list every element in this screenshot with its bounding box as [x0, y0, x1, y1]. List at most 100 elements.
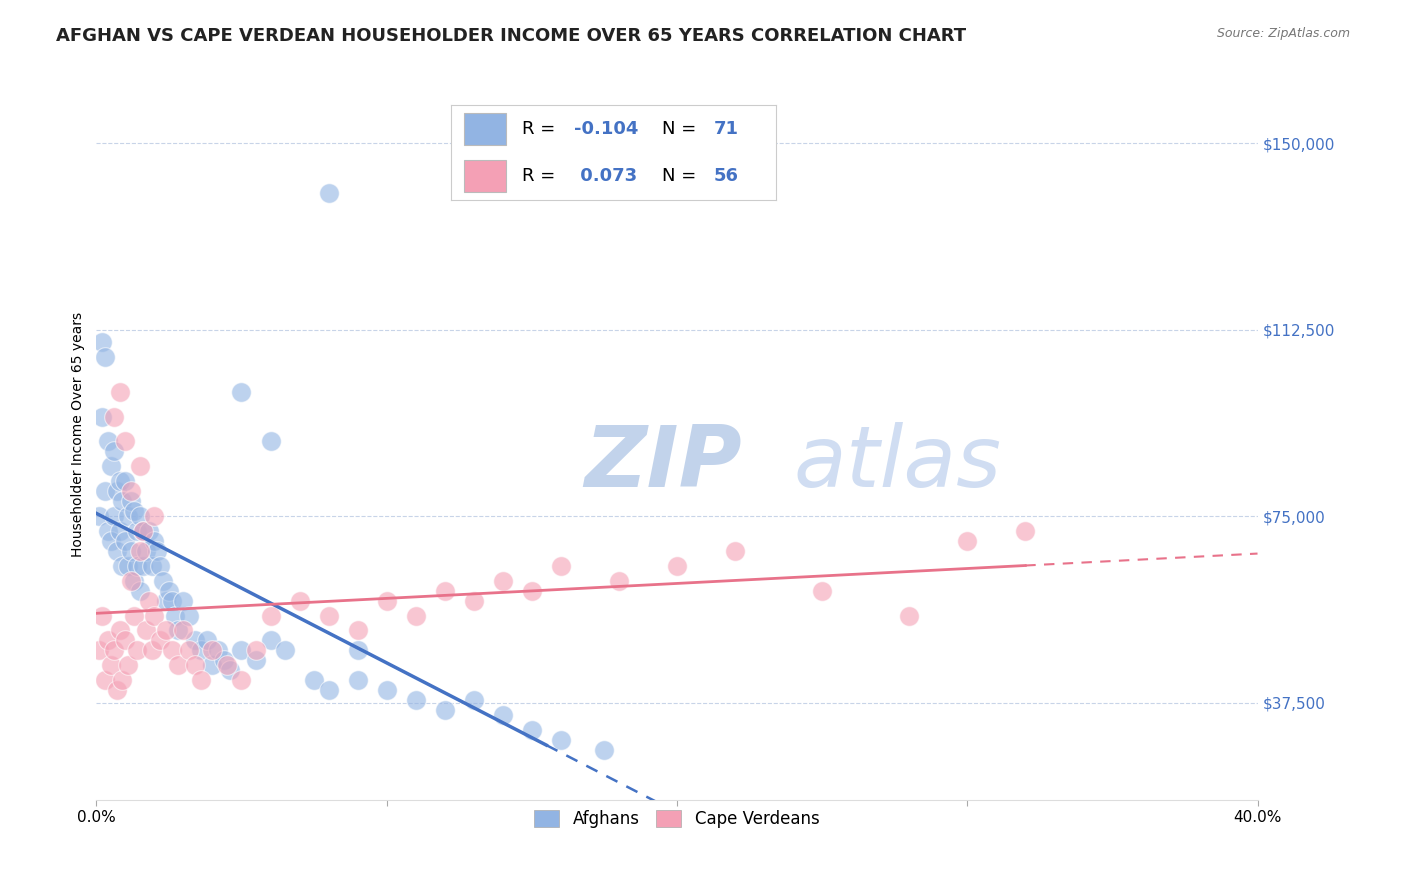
- Legend: Afghans, Cape Verdeans: Afghans, Cape Verdeans: [527, 804, 827, 835]
- Point: [302, 673, 325, 688]
- Point: [105, 544, 128, 558]
- Point: [152, 574, 174, 588]
- Point: [433, 583, 456, 598]
- Point: [155, 624, 177, 638]
- Point: [103, 643, 125, 657]
- Point: [132, 558, 155, 573]
- Point: [89, 643, 111, 657]
- Point: [114, 533, 136, 548]
- Point: [105, 484, 128, 499]
- Point: [108, 624, 131, 638]
- Point: [288, 593, 311, 607]
- Point: [114, 475, 136, 489]
- Point: [122, 574, 145, 588]
- Point: [120, 574, 142, 588]
- Point: [195, 633, 218, 648]
- Point: [91, 409, 114, 424]
- Point: [160, 643, 183, 657]
- Point: [405, 693, 427, 707]
- Point: [91, 608, 114, 623]
- Point: [190, 673, 212, 688]
- Text: ZIP: ZIP: [583, 422, 742, 505]
- Point: [172, 593, 194, 607]
- Point: [318, 608, 340, 623]
- Point: [274, 643, 297, 657]
- Point: [89, 509, 111, 524]
- Point: [111, 673, 134, 688]
- Point: [219, 663, 242, 677]
- Point: [811, 583, 834, 598]
- Point: [231, 643, 253, 657]
- Point: [318, 186, 340, 200]
- Point: [108, 475, 131, 489]
- Point: [122, 504, 145, 518]
- Point: [201, 658, 224, 673]
- Point: [550, 732, 572, 747]
- Point: [166, 658, 188, 673]
- Point: [231, 673, 253, 688]
- Point: [245, 643, 267, 657]
- Point: [184, 658, 207, 673]
- Point: [593, 743, 616, 757]
- Point: [724, 544, 747, 558]
- Point: [135, 624, 157, 638]
- Point: [245, 653, 267, 667]
- Point: [125, 524, 148, 538]
- Point: [117, 658, 139, 673]
- Point: [117, 509, 139, 524]
- Point: [607, 574, 630, 588]
- Point: [375, 593, 398, 607]
- Point: [215, 658, 238, 673]
- Point: [184, 633, 207, 648]
- Text: Source: ZipAtlas.com: Source: ZipAtlas.com: [1216, 27, 1350, 40]
- Point: [405, 608, 427, 623]
- Point: [114, 434, 136, 449]
- Point: [105, 683, 128, 698]
- Point: [166, 624, 188, 638]
- Point: [163, 608, 186, 623]
- Point: [520, 723, 543, 737]
- Point: [100, 459, 122, 474]
- Point: [143, 533, 166, 548]
- Point: [375, 683, 398, 698]
- Point: [146, 544, 169, 558]
- Point: [157, 583, 180, 598]
- Point: [179, 643, 201, 657]
- Point: [141, 643, 163, 657]
- Point: [898, 608, 921, 623]
- Point: [120, 484, 142, 499]
- Point: [207, 643, 229, 657]
- Point: [492, 574, 515, 588]
- Point: [956, 533, 979, 548]
- Point: [125, 643, 148, 657]
- Point: [463, 593, 485, 607]
- Point: [231, 384, 253, 399]
- Point: [318, 683, 340, 698]
- Point: [143, 608, 166, 623]
- Point: [111, 558, 134, 573]
- Point: [550, 558, 572, 573]
- Point: [141, 558, 163, 573]
- Point: [108, 524, 131, 538]
- Point: [100, 533, 122, 548]
- Point: [160, 593, 183, 607]
- Point: [259, 633, 281, 648]
- Point: [138, 593, 160, 607]
- Point: [128, 544, 150, 558]
- Point: [155, 593, 177, 607]
- Point: [103, 509, 125, 524]
- Point: [91, 334, 114, 349]
- Point: [172, 624, 194, 638]
- Point: [128, 509, 150, 524]
- Point: [138, 524, 160, 538]
- Point: [346, 643, 368, 657]
- Point: [97, 524, 120, 538]
- Point: [143, 509, 166, 524]
- Point: [135, 544, 157, 558]
- Point: [108, 384, 131, 399]
- Point: [94, 350, 117, 364]
- Point: [94, 673, 117, 688]
- Point: [190, 643, 212, 657]
- Point: [111, 494, 134, 508]
- Point: [1014, 524, 1036, 538]
